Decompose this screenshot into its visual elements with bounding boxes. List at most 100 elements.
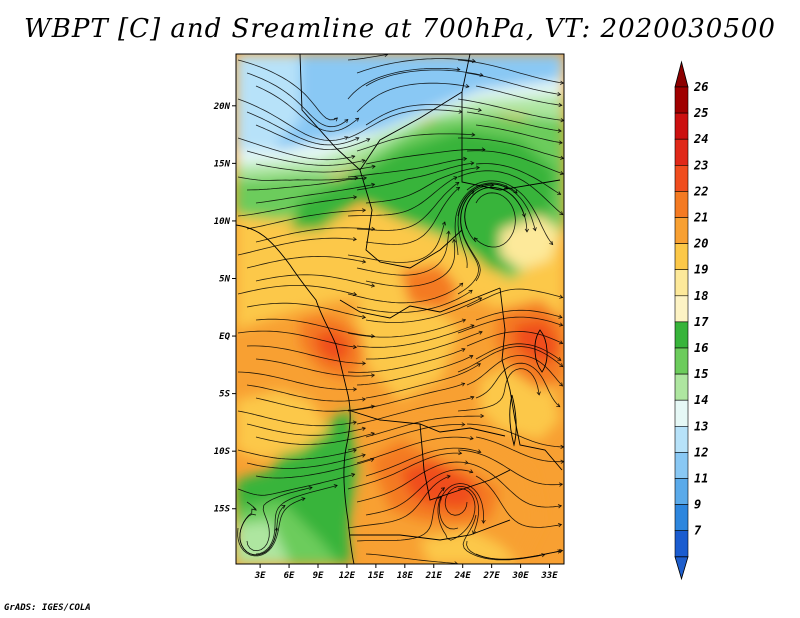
map-title: WBPT [C] and Sreamline at 700hPa, VT: 20… [24,14,776,44]
colorbar-swatch [674,425,689,453]
lon-tick-label: 30E [511,571,529,581]
streamline [237,410,357,427]
streamline-arrow [371,333,376,339]
streamline-arrow [361,158,366,163]
streamline-arrow [521,213,526,218]
streamline-arrow [361,397,367,402]
field-region-pale-east [500,215,560,270]
streamline-arrow [371,164,376,169]
lat-tick-label: 15S [214,505,231,515]
streamline [347,221,446,263]
streamline-arrow [559,363,564,368]
streamline [237,449,357,460]
colorbar-swatch [674,295,689,323]
streamline-arrow [468,289,473,294]
colorbar-swatch [674,478,689,505]
streamline-arrow [558,482,564,487]
streamline-arrow [352,420,357,425]
streamline [457,449,563,486]
streamline [356,436,474,464]
streamline-arrow [536,391,541,396]
streamline [246,384,366,402]
lat-tick-label: 5N [219,274,230,284]
streamline-arrow [370,373,376,378]
colorbar-swatch [674,373,689,401]
streamline-arrow [481,147,486,152]
streamline-arrow [362,208,367,213]
lat-tick-label: 15N [214,159,231,169]
field-region-hot-south-core [400,460,480,510]
streamline [365,69,483,87]
streamline [365,187,460,245]
streamline-arrow [513,189,518,194]
streamline [246,487,313,552]
streamline-arrow [366,138,371,143]
streamline-arrow [361,314,367,320]
streamline [475,124,563,144]
streamline [246,255,366,269]
streamline-arrow [559,548,564,554]
colorbar: 26 25 24 23 22 21 20 19 18 17 16 15 14 13 12 11 9 7 [674,60,709,581]
colorbar-swatch [674,504,689,532]
lat-tick-label: EQ [219,332,230,342]
streamline [237,59,338,121]
streamline [347,176,458,217]
streamline-arrow [352,344,358,350]
streamline-arrow [470,324,475,329]
colorbar-swatch [674,138,689,166]
streamline [347,282,463,304]
streamline [356,396,474,425]
streamline [237,176,358,181]
streamline [347,109,462,139]
streamline [239,505,286,556]
streamline-arrow [559,322,564,327]
streamline-arrow [557,191,562,195]
streamline [246,454,366,469]
field-region-hot-west-core [315,330,350,362]
streamline-arrow [470,161,475,166]
streamline [347,424,465,451]
colorbar-swatch [674,269,689,297]
streamline [246,150,366,166]
streamline-arrow [461,422,466,427]
streamline [347,319,466,338]
border-central-1 [359,169,463,269]
streamline [466,331,563,347]
lat-tick-label: 10S [214,447,231,457]
border-lake-east [534,329,548,373]
streamline-arrow [464,460,469,465]
streamline-arrow [470,395,475,400]
streamline [365,149,485,165]
colorbar-swatch [674,191,689,218]
streamline [237,330,357,348]
streamline [457,170,564,215]
streamline [356,461,469,503]
field-region-blue-north [240,54,564,150]
streamline-arrow [474,237,478,242]
streamline-arrow [558,140,563,145]
streamline [237,137,355,161]
map-figure: 20N 15N 10N 5N EQ 5S 10S 15S 3E 6E 9E 12E 15E 18E 21E… [213,53,709,581]
streamline-arrow [456,67,461,72]
border-north-1 [299,54,361,171]
streamline [475,436,564,463]
streamline-arrow [477,107,482,112]
streamline [464,186,525,243]
streamline-arrow [556,403,561,408]
lon-tick-label: 33E [540,571,558,581]
colorbar-label: 12 [694,445,708,459]
streamline [365,447,481,477]
streamline [246,209,366,230]
streamline [255,358,375,377]
field-region-green-core [290,130,555,270]
streamline [457,59,564,84]
field-region-hot-east-core [515,320,560,365]
streamline-arrow [308,486,313,491]
streamline [457,183,508,269]
streamline-arrow [441,221,446,226]
streamline-arrow [559,80,564,85]
streamline-arrow [469,469,474,474]
streamline [356,355,473,386]
streamline [237,196,357,217]
streamline [237,497,306,557]
